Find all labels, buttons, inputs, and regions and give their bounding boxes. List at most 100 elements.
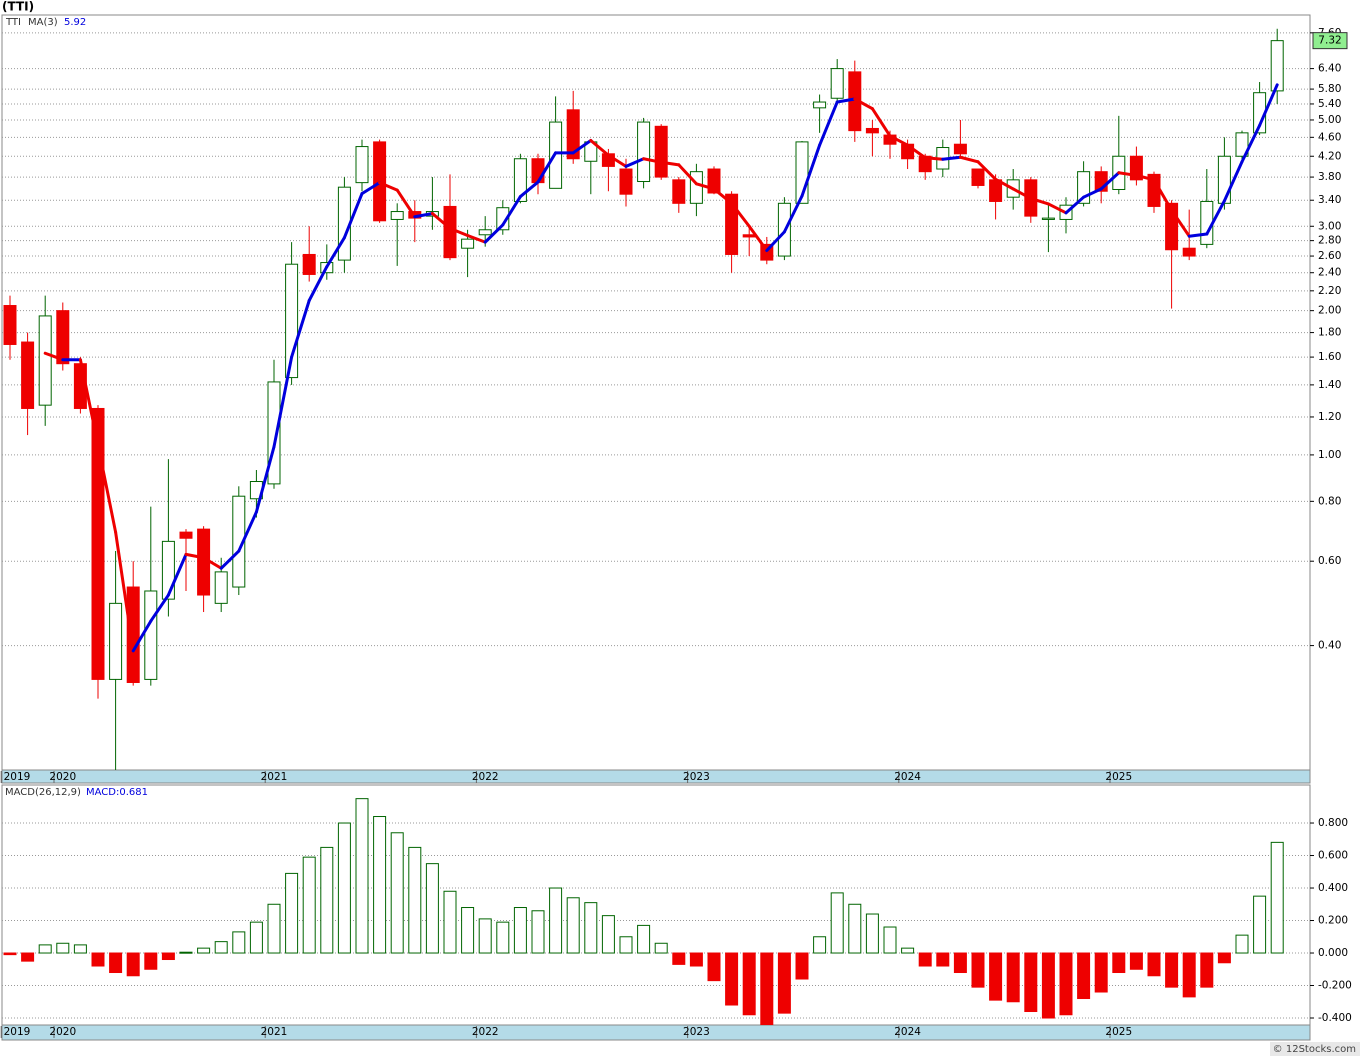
ma-segment [413,211,434,219]
macd-bar [1182,952,1196,998]
ma-segment [360,181,382,196]
macd-bar [1200,952,1214,988]
y-tick-label: 5.80 [1318,83,1341,95]
ma-segment [941,155,962,161]
candle-body [689,171,703,204]
macd-bar [161,952,175,961]
macd-panel [1,784,1311,1026]
macd-bar [337,822,351,954]
macd-bar [1217,952,1231,964]
macd-bar [848,903,862,954]
candle-body [109,602,123,680]
ma-segment [659,160,681,167]
macd-bar [126,952,140,977]
candle-body [179,531,193,539]
macd-bar [285,872,299,954]
legend-symbol: TTI [5,17,21,28]
y-tick-label: 5.00 [1318,114,1341,126]
y-tick-label: 2.20 [1318,285,1341,297]
ma-segment [712,187,734,205]
macd-bar [549,887,563,954]
candle-body [953,143,967,155]
ma-segment [694,182,716,191]
macd-bar [496,921,510,954]
candle-body [971,168,985,186]
candle-body [1270,40,1284,92]
macd-bar [355,798,369,954]
macd-bar [777,952,791,1014]
ma-segment [448,226,470,237]
ma-segment [378,181,399,192]
macd-bar [971,952,985,988]
ma-segment [994,177,1015,191]
macd-bar [584,902,598,954]
candle-body [566,109,580,160]
chart-title: (TTI) [2,0,34,14]
ma-segment [430,211,452,230]
candle-body [197,528,211,596]
candle-body [355,146,369,184]
macd-bar [461,907,475,954]
candle-body [461,238,475,249]
macd-bar [742,952,756,1016]
candle-body [91,407,105,680]
macd-bar [21,952,35,962]
y-tick-label: 0.80 [1318,495,1341,507]
ma-segment [1240,123,1262,164]
x-tick-label: 2024 [894,1026,921,1038]
y-tick-label: 1.80 [1318,327,1341,339]
ma-segment [589,139,610,157]
candle-body [1182,247,1196,257]
ma-segment [606,153,628,168]
y-tick-label: 1.00 [1318,449,1341,461]
candle-body [1041,217,1055,220]
candle-body [38,315,52,406]
ma-segment [290,299,311,359]
candle-body [619,168,633,195]
ma-segment [1222,160,1244,203]
macd-bar [144,952,158,970]
ma-segment [184,552,206,560]
x-tick-label: 2024 [894,771,921,783]
ma-segment [1029,196,1050,206]
legend-macd-label: MACD: [86,787,119,798]
macd-bar [1077,952,1091,1000]
ma-segment [642,157,663,164]
ma-segment [1099,171,1121,191]
candle-body [443,205,457,259]
macd-bar [513,907,527,954]
macd-bar [1147,952,1161,977]
candle-body [531,158,545,184]
macd-bar [3,952,17,956]
ma-segment [1187,232,1209,238]
x-tick-label: 2025 [1105,1026,1132,1038]
y-tick-label: 2.40 [1318,267,1341,279]
macd-bar [197,947,211,954]
ma-segment [800,143,822,198]
legend-macd-number: 0.681 [119,787,148,798]
macd-bar [478,918,492,954]
y-tick-label: 0.600 [1318,850,1348,862]
x-tick-label: 2020 [49,771,76,783]
ma-segment [976,160,998,181]
ma-segment [571,139,593,155]
macd-bar [989,952,1003,1001]
ma-segment [1064,195,1086,215]
macd-bar [795,952,809,980]
macd-bar [707,952,721,982]
ma-segment [254,445,276,514]
x-tick-label: 2021 [261,1026,288,1038]
candle-body [56,310,70,365]
y-tick-label: 1.20 [1318,411,1341,423]
ma-segment [43,351,65,362]
macd-bar [1129,952,1143,970]
macd-bar [267,903,281,954]
y-tick-label: 6.40 [1318,63,1341,75]
macd-bar [1024,952,1038,1013]
macd-bar [883,926,897,954]
macd-bar [390,832,404,954]
candle-body [161,540,175,600]
ma-segment [342,192,364,240]
candle-body [214,571,228,604]
legend-macd-name: MACD(26,12,9) [5,787,81,798]
